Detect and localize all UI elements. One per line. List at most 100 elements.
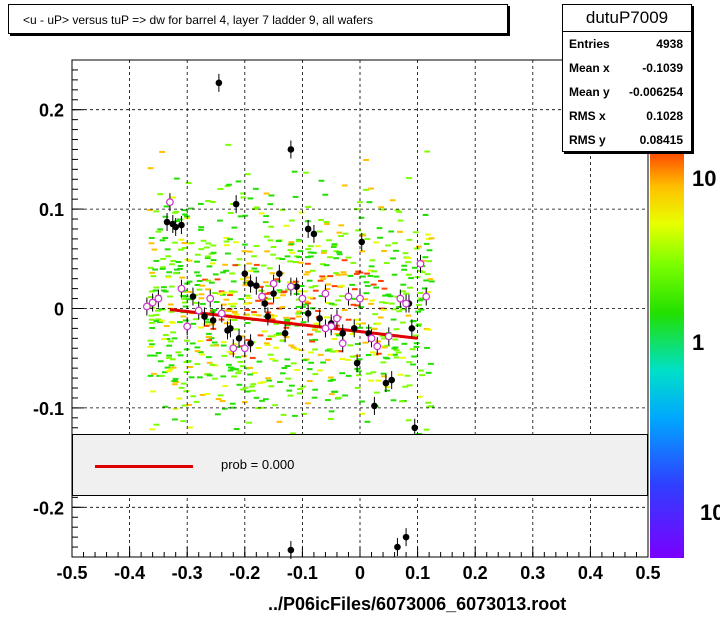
histogram-cell bbox=[367, 269, 374, 272]
histogram-cell bbox=[176, 397, 183, 400]
histogram-cell bbox=[369, 259, 376, 262]
histogram-cell bbox=[377, 236, 384, 239]
histogram-cell bbox=[336, 334, 342, 337]
histogram-cell bbox=[197, 340, 204, 343]
histogram-cell bbox=[153, 259, 160, 262]
histogram-cell bbox=[289, 317, 296, 320]
histogram-cell bbox=[326, 348, 333, 351]
data-point bbox=[304, 310, 312, 317]
histogram-cell bbox=[244, 309, 251, 312]
histogram-cell bbox=[238, 298, 245, 301]
histogram-cell bbox=[381, 250, 387, 253]
histogram-cell bbox=[160, 257, 166, 260]
histogram-cell bbox=[158, 319, 165, 322]
data-point bbox=[373, 342, 382, 351]
histogram-cell bbox=[286, 389, 293, 392]
histogram-cell bbox=[230, 305, 237, 308]
x-tick-label: -0.1 bbox=[287, 563, 318, 583]
histogram-cell bbox=[353, 354, 360, 357]
histogram-cell bbox=[363, 188, 369, 191]
histogram-cell bbox=[205, 279, 212, 282]
histogram-cell bbox=[190, 322, 197, 325]
histogram-cell bbox=[234, 345, 241, 348]
y-tick-label: -0.1 bbox=[33, 399, 64, 419]
histogram-cell bbox=[390, 257, 396, 260]
histogram-cell bbox=[208, 281, 215, 284]
histogram-cell bbox=[413, 345, 420, 348]
histogram-cell bbox=[274, 296, 281, 299]
histogram-cell bbox=[381, 346, 388, 349]
histogram-cell bbox=[253, 206, 260, 209]
histogram-cell bbox=[172, 241, 178, 244]
histogram-cell bbox=[349, 333, 356, 336]
data-point bbox=[166, 198, 174, 207]
histogram-cell bbox=[391, 347, 398, 350]
histogram-cell bbox=[359, 250, 366, 253]
histogram-cell bbox=[220, 303, 227, 306]
histogram-cell bbox=[399, 308, 406, 311]
y-tick-label: 0 bbox=[54, 300, 64, 320]
data-point bbox=[287, 146, 295, 153]
histogram-cell bbox=[206, 339, 213, 342]
histogram-cell bbox=[411, 355, 417, 358]
histogram-cell bbox=[284, 358, 291, 361]
histogram-cell bbox=[167, 303, 174, 306]
histogram-cell bbox=[268, 225, 275, 228]
histogram-cell bbox=[229, 402, 236, 405]
histogram-cell bbox=[388, 230, 395, 233]
data-point bbox=[276, 270, 283, 278]
histogram-cell bbox=[151, 248, 158, 251]
data-point bbox=[388, 376, 395, 384]
data-point bbox=[281, 330, 289, 337]
y-tick-label: 0.1 bbox=[39, 200, 64, 220]
histogram-cell bbox=[231, 226, 238, 229]
histogram-cell bbox=[150, 390, 156, 393]
histogram-cell bbox=[263, 398, 269, 401]
histogram-cell bbox=[244, 173, 251, 176]
histogram-cell bbox=[251, 255, 257, 258]
histogram-cell bbox=[170, 259, 177, 262]
histogram-cell bbox=[377, 316, 384, 319]
histogram-cell bbox=[265, 297, 271, 300]
histogram-cell bbox=[221, 407, 228, 410]
histogram-cell bbox=[411, 266, 418, 269]
histogram-cell bbox=[242, 302, 249, 305]
histogram-cell bbox=[283, 316, 289, 319]
histogram-cell bbox=[422, 214, 429, 217]
histogram-cell bbox=[265, 284, 272, 287]
histogram-cell bbox=[341, 273, 348, 276]
data-point bbox=[183, 322, 192, 331]
histogram-cell bbox=[391, 273, 398, 276]
histogram-cell bbox=[279, 339, 286, 342]
histogram-cell bbox=[416, 269, 423, 272]
histogram-cell bbox=[312, 388, 319, 391]
histogram-cell bbox=[198, 226, 205, 229]
histogram-cell bbox=[364, 420, 371, 423]
histogram-cell bbox=[369, 299, 375, 302]
histogram-cell bbox=[199, 284, 205, 287]
histogram-cell bbox=[148, 242, 155, 245]
data-point bbox=[402, 299, 410, 308]
histogram-cell bbox=[276, 332, 282, 335]
histogram-cell bbox=[275, 257, 282, 260]
histogram-cell bbox=[356, 358, 363, 361]
histogram-cell bbox=[225, 143, 232, 146]
histogram-cell bbox=[378, 279, 384, 282]
histogram-cell bbox=[223, 269, 229, 272]
histogram-cell bbox=[415, 310, 421, 313]
histogram-cell bbox=[252, 187, 259, 190]
data-point bbox=[293, 283, 300, 290]
histogram-cell bbox=[331, 303, 338, 306]
histogram-cell bbox=[381, 287, 388, 290]
histogram-cell bbox=[168, 364, 175, 367]
histogram-cell bbox=[416, 304, 422, 307]
histogram-cell bbox=[291, 170, 298, 173]
histogram-cell bbox=[387, 353, 394, 356]
histogram-cell bbox=[380, 361, 387, 364]
histogram-cell bbox=[416, 395, 423, 398]
histogram-cell bbox=[308, 286, 315, 289]
histogram-cell bbox=[292, 195, 299, 198]
histogram-cell bbox=[197, 376, 203, 379]
histogram-cell bbox=[241, 250, 248, 253]
histogram-cell bbox=[267, 203, 274, 206]
